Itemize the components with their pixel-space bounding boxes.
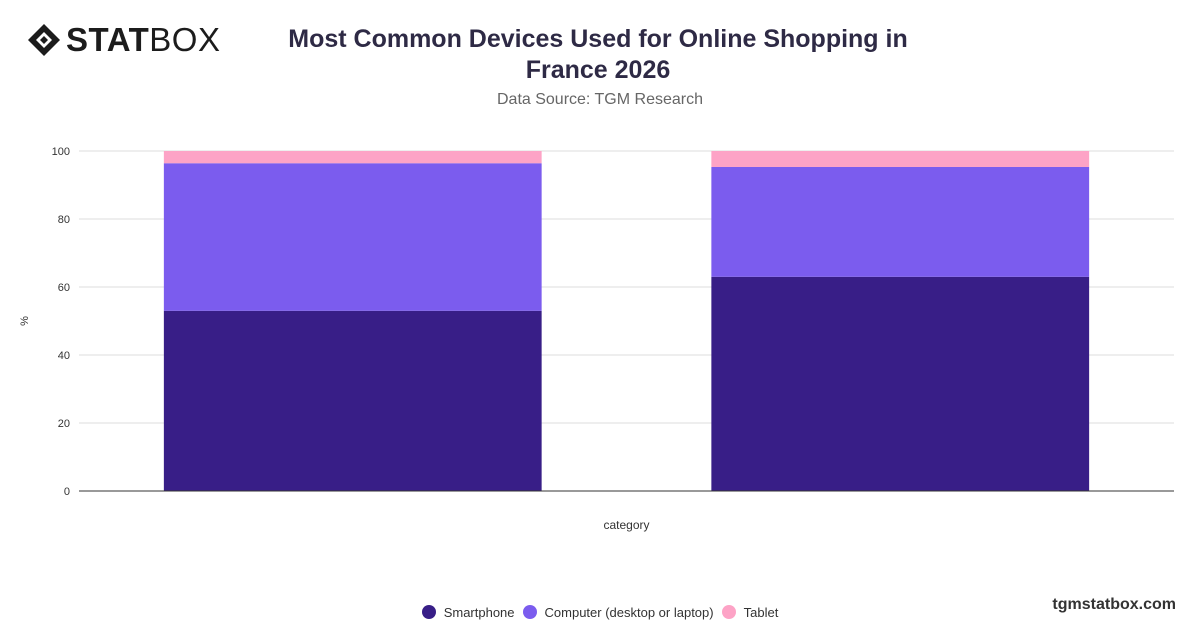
y-tick-label: 20 xyxy=(58,418,70,430)
y-tick-label: 0 xyxy=(64,486,70,498)
y-tick-labels: 0 20 40 60 80 100 xyxy=(52,146,70,498)
bar-segment-smartphone[interactable] xyxy=(711,276,1090,491)
bar-segment-tablet[interactable] xyxy=(711,151,1090,167)
legend-swatch xyxy=(522,605,537,619)
legend-swatch xyxy=(721,605,736,619)
bar-segment-computer[interactable] xyxy=(711,166,1090,277)
y-axis-label: % xyxy=(19,316,31,326)
bar-segment-computer[interactable] xyxy=(163,163,542,311)
footer-brand: tgmstatbox.com xyxy=(1052,596,1176,613)
y-tick-label: 40 xyxy=(58,350,70,362)
chart-subtitle: Data Source: TGM Research xyxy=(496,91,703,108)
legend: Smartphone Computer (desktop or laptop) Ta… xyxy=(0,601,1200,623)
y-tick-label: 100 xyxy=(52,146,70,158)
logo-wordmark: STATBOX xyxy=(66,22,220,58)
legend-swatch xyxy=(421,605,436,619)
bars xyxy=(163,151,1090,491)
y-tick-label: 80 xyxy=(58,214,70,226)
logo-light-text: BOX xyxy=(149,21,221,58)
legend-item[interactable]: Computer (desktop or laptop) xyxy=(522,604,714,620)
bar-segment-smartphone[interactable] xyxy=(163,310,542,491)
legend-item[interactable]: Smartphone xyxy=(421,604,515,620)
chart-title: Most Common Devices Used for Online Shop… xyxy=(288,25,908,84)
bar-segment-tablet[interactable] xyxy=(163,151,542,164)
logo-bold-text: STAT xyxy=(66,21,150,58)
legend-item[interactable]: Tablet xyxy=(721,604,779,620)
x-axis-label: category xyxy=(603,518,649,532)
statbox-logo: STATBOX xyxy=(26,22,220,58)
legend-label: Computer (desktop or laptop) xyxy=(544,604,714,620)
y-tick-label: 60 xyxy=(58,282,70,294)
legend-label: Tablet xyxy=(743,604,779,620)
legend-label: Smartphone xyxy=(443,604,515,620)
diamond-logo-icon xyxy=(28,24,60,56)
